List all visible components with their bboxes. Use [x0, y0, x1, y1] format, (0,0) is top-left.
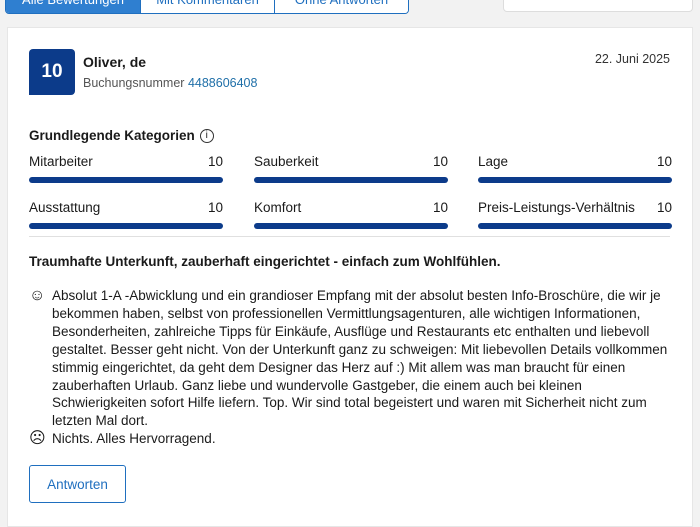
- filter-tabs: Alle Bewertungen Mit Kommentaren Ohne An…: [5, 0, 409, 14]
- category-bar-fill: [29, 177, 223, 183]
- category-value: 10: [207, 200, 223, 215]
- category-lage: Lage 10: [478, 154, 672, 183]
- positive-text: Absolut 1-A -Abwicklung und ein grandios…: [52, 288, 668, 429]
- negative-text: Nichts. Alles Hervorragend.: [52, 431, 216, 447]
- category-label: Lage: [478, 154, 509, 169]
- category-value: 10: [432, 200, 448, 215]
- category-bar-fill: [254, 177, 448, 183]
- category-label: Sauberkeit: [254, 154, 319, 169]
- category-komfort: Komfort 10: [254, 200, 448, 229]
- category-preis-leistungs-verh-ltnis: Preis-Leistungs-Verhältnis 10: [478, 200, 672, 229]
- tab-without-replies[interactable]: Ohne Antworten: [274, 0, 408, 13]
- category-bar: [29, 223, 223, 229]
- negative-comment: ☹ Nichts. Alles Hervorragend.: [29, 430, 679, 448]
- tab-all-reviews[interactable]: Alle Bewertungen: [6, 0, 140, 13]
- category-value: 10: [207, 154, 223, 169]
- review-date: 22. Juni 2025: [594, 52, 670, 66]
- category-bar-fill: [254, 223, 448, 229]
- booking-label: Buchungsnummer: [83, 76, 185, 90]
- category-bar: [478, 177, 672, 183]
- reviewer-name: Oliver, de: [83, 54, 147, 70]
- category-bar: [29, 177, 223, 183]
- smiley-happy-icon: ☺: [29, 287, 46, 304]
- category-mitarbeiter: Mitarbeiter 10: [29, 154, 223, 183]
- category-sauberkeit: Sauberkeit 10: [254, 154, 448, 183]
- booking-number: Buchungsnummer 4488606408: [83, 76, 257, 90]
- review-body: ☺ Absolut 1-A -Abwicklung und ein grandio…: [29, 287, 679, 504]
- categories-title-text: Grundlegende Kategorien: [29, 128, 195, 143]
- booking-number-link[interactable]: 4488606408: [187, 76, 258, 90]
- category-bar-fill: [478, 177, 672, 183]
- category-label: Preis-Leistungs-Verhältnis: [478, 200, 635, 215]
- search-input[interactable]: [503, 0, 693, 12]
- review-card: 10 Oliver, de Buchungsnummer 4488606408 …: [7, 27, 693, 527]
- category-value: 10: [656, 200, 672, 215]
- tab-with-comments[interactable]: Mit Kommentaren: [140, 0, 274, 13]
- category-value: 10: [432, 154, 448, 169]
- info-icon[interactable]: i: [199, 128, 214, 143]
- category-bar: [254, 223, 448, 229]
- category-bar: [254, 177, 448, 183]
- positive-comment: ☺ Absolut 1-A -Abwicklung und ein grandio…: [29, 287, 679, 430]
- review-title: Traumhafte Unterkunft, zauberhaft einger…: [29, 254, 501, 269]
- divider: [29, 236, 670, 237]
- category-value: 10: [656, 154, 672, 169]
- category-label: Komfort: [254, 200, 302, 215]
- category-bar: [478, 223, 672, 229]
- category-ausstattung: Ausstattung 10: [29, 200, 223, 229]
- reply-button[interactable]: Antworten: [29, 465, 126, 504]
- category-label: Mitarbeiter: [29, 154, 93, 169]
- category-label: Ausstattung: [29, 200, 101, 215]
- category-bar-fill: [478, 223, 672, 229]
- categories-title: Grundlegende Kategorien i: [29, 128, 214, 143]
- score-badge: 10: [29, 49, 75, 95]
- smiley-sad-icon: ☹: [29, 430, 46, 448]
- category-bar-fill: [29, 223, 223, 229]
